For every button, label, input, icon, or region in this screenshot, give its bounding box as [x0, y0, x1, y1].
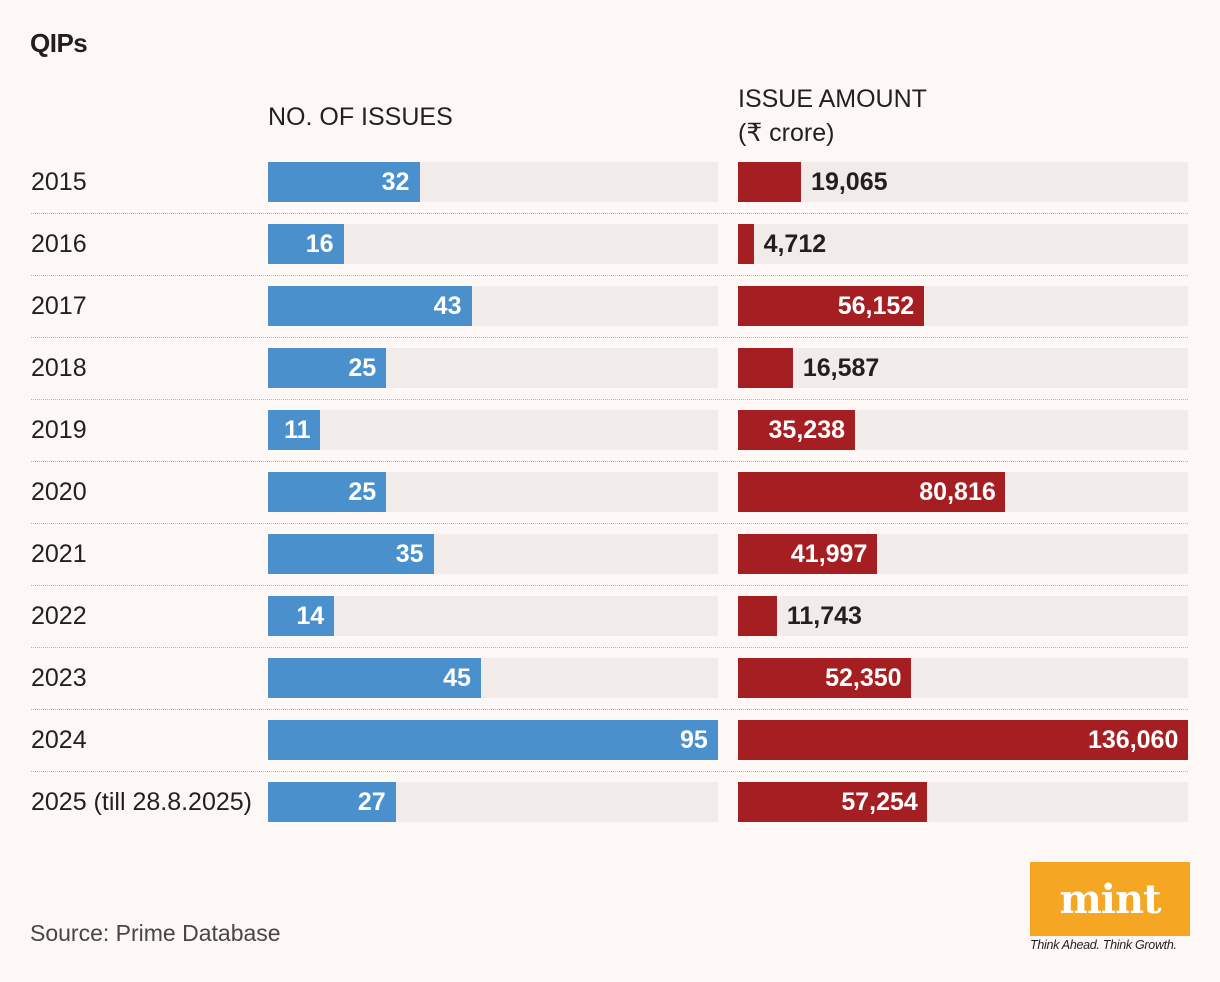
year-label: 2024	[31, 726, 87, 754]
amount-bar-track: 57,254	[738, 782, 1188, 822]
issues-bar-track: 32	[268, 162, 718, 202]
issues-value-label: 14	[296, 602, 325, 630]
amount-value-label: 4,712	[763, 230, 827, 258]
issues-bar	[268, 720, 718, 760]
amount-bar	[738, 596, 777, 636]
amount-bar-track: 52,350	[738, 658, 1188, 698]
amount-value-label: 52,350	[825, 664, 902, 692]
amount-bar-track: 4,712	[738, 224, 1188, 264]
issues-value-label: 43	[433, 292, 462, 320]
issues-bar	[268, 348, 387, 388]
amount-bar	[738, 162, 802, 202]
row-divider	[31, 709, 1188, 710]
issues-bar	[268, 534, 434, 574]
amount-value-label: 11,743	[786, 602, 862, 630]
issues-bar-track: 14	[268, 596, 718, 636]
amount-bar	[738, 410, 855, 450]
issues-value-label: 25	[348, 354, 377, 382]
issues-bar-track: 43	[268, 286, 718, 326]
chart-title: QIPs	[30, 28, 88, 58]
amount-value-label: 136,060	[1088, 726, 1179, 754]
issues-bar-track: 35	[268, 534, 718, 574]
year-label: 2023	[31, 664, 87, 692]
issues-column-header: NO. OF ISSUES	[268, 103, 453, 131]
year-label: 2019	[31, 416, 87, 444]
amount-bar-track: 136,060	[738, 720, 1188, 760]
issues-bar-track: 25	[268, 348, 718, 388]
year-label: 2022	[31, 602, 87, 630]
amount-bar-track: 41,997	[738, 534, 1188, 574]
year-label: 2018	[31, 354, 87, 382]
year-label: 2016	[31, 230, 87, 258]
amount-bar-track: 35,238	[738, 410, 1188, 450]
issues-bar	[268, 596, 335, 636]
issues-bar	[268, 782, 396, 822]
issues-value-label: 95	[680, 726, 708, 754]
amount-bar-track: 80,816	[738, 472, 1188, 512]
amount-bar-track: 16,587	[738, 348, 1188, 388]
issues-bar-track: 95	[268, 720, 718, 760]
issues-value-label: 16	[305, 230, 334, 258]
issues-bar-track: 11	[268, 410, 718, 450]
row-divider	[31, 337, 1188, 338]
amount-bar	[738, 658, 912, 698]
issues-value-label: 25	[348, 478, 377, 506]
amount-value-label: 19,065	[811, 168, 888, 196]
amount-value-label: 35,238	[768, 416, 845, 444]
issues-value-label: 27	[357, 788, 386, 816]
issues-bar	[268, 410, 321, 450]
row-divider	[31, 213, 1188, 214]
amount-value-label: 57,254	[841, 788, 918, 816]
row-divider	[31, 523, 1188, 524]
mint-tagline: Think Ahead. Think Growth.	[1030, 938, 1177, 952]
amount-bar	[738, 720, 1188, 760]
issues-bar	[268, 224, 344, 264]
row-divider	[31, 399, 1188, 400]
issues-bar-track: 45	[268, 658, 718, 698]
amount-column-header: ISSUE AMOUNT (₹ crore)	[738, 82, 927, 150]
mint-logo-word: mint	[1059, 875, 1161, 923]
amount-value-label: 80,816	[919, 478, 996, 506]
amount-bar	[738, 472, 1006, 512]
row-divider	[31, 275, 1188, 276]
year-label: 2025 (till 28.8.2025)	[31, 788, 252, 816]
row-divider	[31, 585, 1188, 586]
issues-bar	[268, 658, 482, 698]
amount-header-line1: ISSUE AMOUNT	[738, 85, 927, 113]
amount-value-label: 41,997	[790, 540, 868, 568]
year-label: 2021	[31, 540, 87, 568]
mint-logo: mint	[1030, 862, 1190, 936]
amount-bar	[738, 286, 924, 326]
issues-value-label: 45	[443, 664, 471, 692]
issues-bar-track: 16	[268, 224, 718, 264]
year-label: 2020	[31, 478, 87, 506]
issues-bar	[268, 162, 420, 202]
issues-bar-track: 25	[268, 472, 718, 512]
year-label: 2015	[31, 168, 87, 196]
row-divider	[31, 647, 1188, 648]
amount-bar-track: 19,065	[738, 162, 1188, 202]
issues-bar	[268, 286, 472, 326]
issues-value-label: 35	[395, 540, 424, 568]
issues-bar-track: 27	[268, 782, 718, 822]
issues-bar	[268, 472, 387, 512]
amount-header-line2: (₹ crore)	[738, 119, 835, 147]
row-divider	[31, 771, 1188, 772]
amount-value-label: 16,587	[802, 354, 880, 382]
year-label: 2017	[31, 292, 87, 320]
issues-value-label: 11	[284, 416, 311, 444]
row-divider	[31, 461, 1188, 462]
issues-value-label: 32	[381, 168, 410, 196]
amount-bar	[738, 348, 793, 388]
amount-bar	[738, 224, 754, 264]
amount-bar-track: 56,152	[738, 286, 1188, 326]
amount-bar-track: 11,743	[738, 596, 1188, 636]
amount-bar	[738, 782, 928, 822]
amount-value-label: 56,152	[837, 292, 915, 320]
amount-bar	[738, 534, 877, 574]
source-note: Source: Prime Database	[30, 920, 281, 946]
